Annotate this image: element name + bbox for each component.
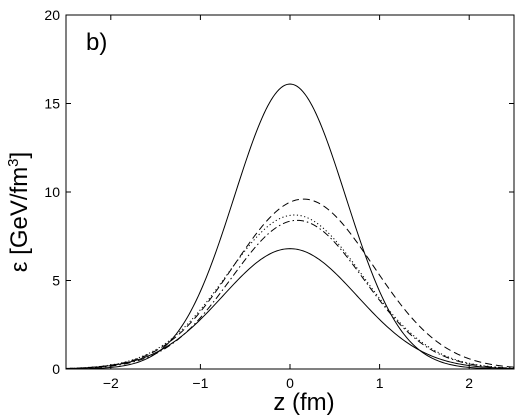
y-axis-title-close: ] — [6, 152, 33, 159]
y-tick-label: 10 — [44, 184, 60, 200]
series-group — [65, 83, 515, 370]
y-axis-title-superscript: 3 — [5, 158, 22, 166]
x-tick-label: 0 — [286, 375, 294, 391]
y-axis-title-main: ε [GeV/fm — [6, 167, 33, 272]
y-tick-label: 20 — [44, 7, 60, 23]
y-axis-title: ε [GeV/fm3] — [5, 152, 33, 272]
x-tick-label: 1 — [376, 375, 384, 391]
y-tick-label: 0 — [52, 361, 60, 377]
y-tick-label: 5 — [52, 273, 60, 289]
series-line-1-solid — [65, 83, 515, 370]
panel-label: b) — [86, 29, 107, 56]
x-tick-label: −1 — [192, 375, 208, 391]
series-line-2-solid — [65, 248, 515, 370]
y-ticks: 0 5 10 15 20 — [44, 7, 514, 377]
series-line-3-dashed — [65, 198, 515, 369]
x-tick-label: −2 — [103, 375, 119, 391]
x-tick-label: 2 — [465, 375, 473, 391]
y-tick-label: 15 — [44, 96, 60, 112]
series-line-5-dashdot — [65, 219, 515, 370]
x-axis-title: z (fm) — [273, 389, 334, 415]
series-line-4-dotted — [65, 214, 515, 369]
x-ticks: −2 −1 0 1 2 — [103, 15, 473, 391]
plot-frame — [65, 14, 515, 370]
